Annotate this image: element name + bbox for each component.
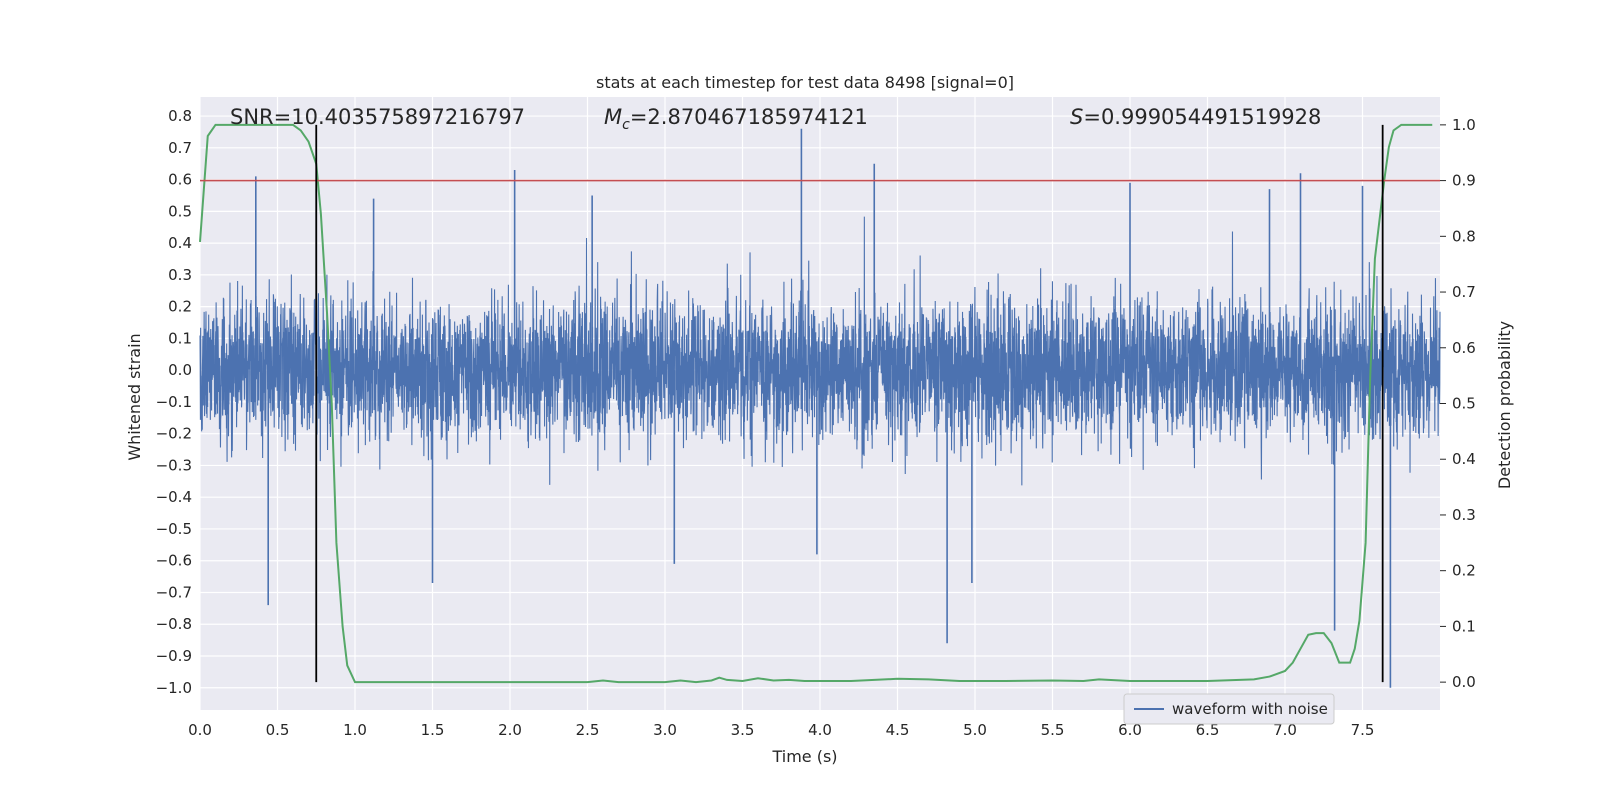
- x-tick-label: 2.0: [498, 721, 522, 739]
- x-tick-label: 7.0: [1273, 721, 1297, 739]
- x-tick-label: 0.5: [266, 721, 290, 739]
- y-tick-label-left: −0.8: [156, 615, 192, 633]
- x-tick-label: 3.0: [653, 721, 677, 739]
- y-tick-label-right: 0.4: [1452, 450, 1476, 468]
- y-tick-label-left: −0.7: [156, 583, 192, 601]
- y-tick-label-left: −0.2: [156, 425, 192, 443]
- waveform-series-line: [199, 216, 1441, 486]
- y-tick-label-right: 0.2: [1452, 562, 1476, 580]
- x-axis-label: Time (s): [771, 747, 837, 766]
- x-tick-label: 6.0: [1118, 721, 1142, 739]
- y-tick-label-right: 0.3: [1452, 506, 1476, 524]
- y-tick-label-left: −0.9: [156, 647, 192, 665]
- x-tick-label: 5.5: [1041, 721, 1065, 739]
- x-tick-label: 1.0: [343, 721, 367, 739]
- y-tick-label-left: −0.6: [156, 552, 192, 570]
- legend: waveform with noise: [1123, 693, 1335, 725]
- y-tick-label-left: −0.5: [156, 520, 192, 538]
- y-tick-label-right: 0.5: [1452, 395, 1476, 413]
- y-tick-label-left: 0.7: [168, 139, 192, 157]
- chart-title: stats at each timestep for test data 849…: [596, 73, 1014, 92]
- x-tick-label: 3.5: [731, 721, 755, 739]
- x-tick-label: 4.5: [886, 721, 910, 739]
- y-tick-label-right: 0.9: [1452, 172, 1476, 190]
- x-tick-label: 2.5: [576, 721, 600, 739]
- y-tick-label-left: 0.8: [168, 107, 192, 125]
- y-axis-label-left: Whitened strain: [125, 333, 144, 460]
- y-tick-label-left: 0.3: [168, 266, 192, 284]
- y-tick-label-right: 1.0: [1452, 116, 1476, 134]
- y-tick-label-right: 0.0: [1452, 673, 1476, 691]
- y-tick-label-left: −0.3: [156, 456, 192, 474]
- y-tick-label-left: 0.0: [168, 361, 192, 379]
- x-tick-label: 7.5: [1351, 721, 1375, 739]
- y-tick-label-right: 0.7: [1452, 283, 1476, 301]
- y-tick-label-left: 0.1: [168, 329, 192, 347]
- chirp-mass-annotation: Mc=2.870467185974121: [604, 105, 868, 133]
- y-tick-label-left: 0.5: [168, 202, 192, 220]
- y-tick-label-left: 0.6: [168, 171, 192, 189]
- y-tick-label-left: 0.4: [168, 234, 192, 252]
- x-tick-label: 1.5: [421, 721, 445, 739]
- x-tick-label: 6.5: [1196, 721, 1220, 739]
- snr-annotation: SNR=10.403575897216797: [230, 105, 525, 129]
- statistic-annotation: S=0.999054491519928: [1070, 105, 1321, 129]
- y-axis-label-right: Detection probability: [1495, 321, 1514, 489]
- y-tick-label-left: −0.4: [156, 488, 192, 506]
- y-tick-label-left: −1.0: [156, 679, 192, 697]
- y-tick-label-left: −0.1: [156, 393, 192, 411]
- legend-box: [1123, 693, 1335, 725]
- legend-label-waveform: waveform with noise: [1172, 700, 1328, 718]
- x-tick-label: 5.0: [963, 721, 987, 739]
- y-tick-label-right: 0.1: [1452, 617, 1476, 635]
- y-tick-label-right: 0.8: [1452, 227, 1476, 245]
- y-tick-label-right: 0.6: [1452, 339, 1476, 357]
- x-tick-label: 0.0: [188, 721, 212, 739]
- x-tick-label: 4.0: [808, 721, 832, 739]
- y-tick-label-left: 0.2: [168, 298, 192, 316]
